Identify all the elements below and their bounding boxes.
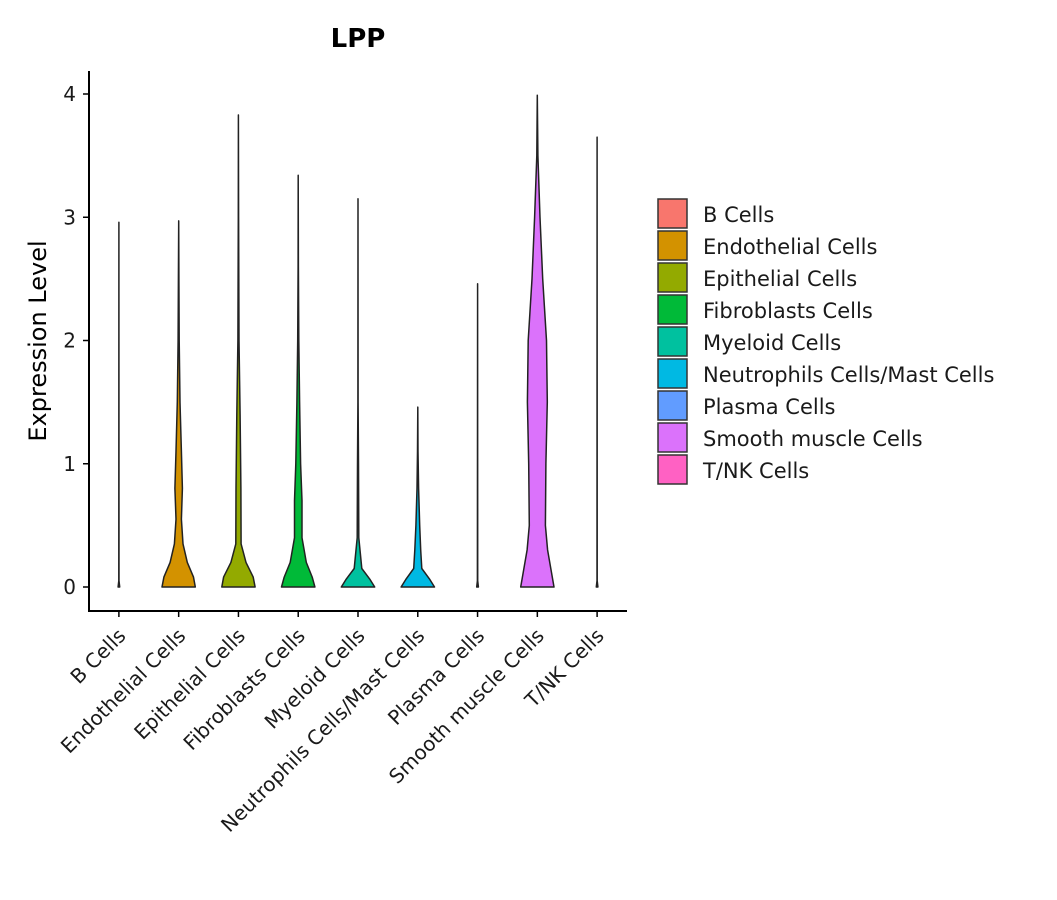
y-tick-label-0: 0: [63, 575, 76, 599]
violin-b-cells: [117, 221, 121, 588]
chart-title: LPP: [331, 24, 386, 54]
violin-plasma-cells: [475, 283, 480, 588]
legend-label-neutrophils-cells-mast-cells: Neutrophils Cells/Mast Cells: [703, 363, 994, 387]
legend-label-myeloid-cells: Myeloid Cells: [703, 331, 841, 355]
legend-label-plasma-cells: Plasma Cells: [703, 395, 836, 419]
legend-key-endothelial-cells: [657, 230, 688, 261]
legend-key-fibroblasts-cells: [657, 294, 688, 325]
y-tick-label-4: 4: [63, 82, 76, 106]
legend-key-smooth-muscle-cells: [657, 422, 688, 453]
legend-key-epithelial-cells: [657, 262, 688, 293]
violins-group: [117, 94, 599, 588]
violin-myeloid-cells: [340, 198, 376, 588]
legend-label-smooth-muscle-cells: Smooth muscle Cells: [703, 427, 923, 451]
legend-key-t-nk-cells: [657, 454, 688, 485]
legend-label-t-nk-cells: T/NK Cells: [702, 459, 809, 483]
y-tick-label-2: 2: [63, 329, 76, 353]
legend-label-fibroblasts-cells: Fibroblasts Cells: [703, 299, 873, 323]
legend-key-b-cells: [657, 198, 688, 229]
y-tick-label-1: 1: [63, 452, 76, 476]
legend-label-endothelial-cells: Endothelial Cells: [703, 235, 877, 259]
violin-fibroblasts-cells: [280, 174, 316, 588]
y-tick-label-3: 3: [63, 205, 76, 229]
violin-endothelial-cells: [161, 220, 197, 588]
legend-key-neutrophils-cells-mast-cells: [657, 358, 688, 389]
violin-t-nk-cells: [595, 136, 599, 588]
legend-key-myeloid-cells: [657, 326, 688, 357]
legend-key-plasma-cells: [657, 390, 688, 421]
violin-neutrophils-cells-mast-cells: [400, 406, 436, 588]
legend: B Cells Endothelial Cells Epithelial Cells…: [657, 198, 994, 485]
legend-label-b-cells: B Cells: [703, 203, 774, 227]
legend-label-epithelial-cells: Epithelial Cells: [703, 267, 857, 291]
violin-epithelial-cells: [221, 114, 256, 588]
y-axis-label: Expression Level: [24, 240, 52, 441]
violin-smooth-muscle-cells: [519, 94, 555, 588]
